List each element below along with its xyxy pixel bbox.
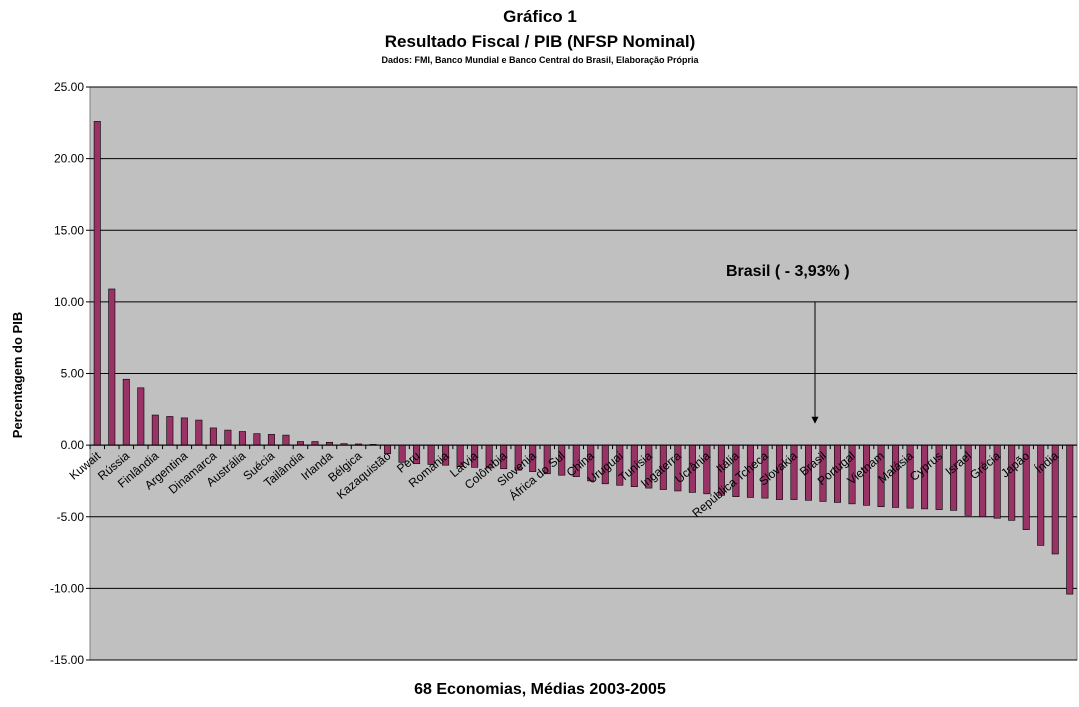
bar — [195, 419, 203, 446]
y-tick-label: -15.00 — [50, 653, 84, 667]
y-tick-label: -10.00 — [50, 581, 84, 595]
bar — [137, 387, 145, 446]
bar — [209, 427, 217, 446]
bar — [267, 434, 275, 446]
annotation: Brasil ( - 3,93% ) — [726, 263, 850, 280]
y-tick-label: 5.00 — [61, 367, 85, 381]
y-tick-label: 10.00 — [54, 295, 84, 309]
chart-title: Gráfico 1 — [503, 7, 577, 26]
y-tick-label: 0.00 — [61, 438, 85, 452]
bar — [122, 378, 130, 446]
bar — [253, 433, 261, 446]
chart-subtitle: Resultado Fiscal / PIB (NFSP Nominal) — [385, 32, 695, 51]
chart-source: Dados: FMI, Banco Mundial e Banco Centra… — [381, 55, 699, 65]
bar — [224, 429, 232, 446]
bar — [166, 416, 174, 446]
bar — [311, 441, 319, 446]
bar — [282, 434, 290, 446]
grid — [90, 86, 1077, 661]
y-tick-label: 15.00 — [54, 223, 84, 237]
bar — [1066, 444, 1074, 595]
bar — [238, 431, 246, 446]
bar — [296, 441, 304, 446]
bar — [108, 288, 116, 446]
bar — [93, 121, 101, 446]
y-tick-label: 25.00 — [54, 80, 84, 94]
y-tick-label: 20.00 — [54, 152, 84, 166]
bar — [151, 414, 159, 446]
y-tick-label: -5.00 — [57, 510, 85, 524]
bar — [180, 417, 188, 446]
bars — [93, 121, 1074, 595]
y-axis-title: Percentagem do PIB — [10, 312, 25, 438]
x-axis-title: 68 Economias, Médias 2003-2005 — [414, 681, 666, 698]
